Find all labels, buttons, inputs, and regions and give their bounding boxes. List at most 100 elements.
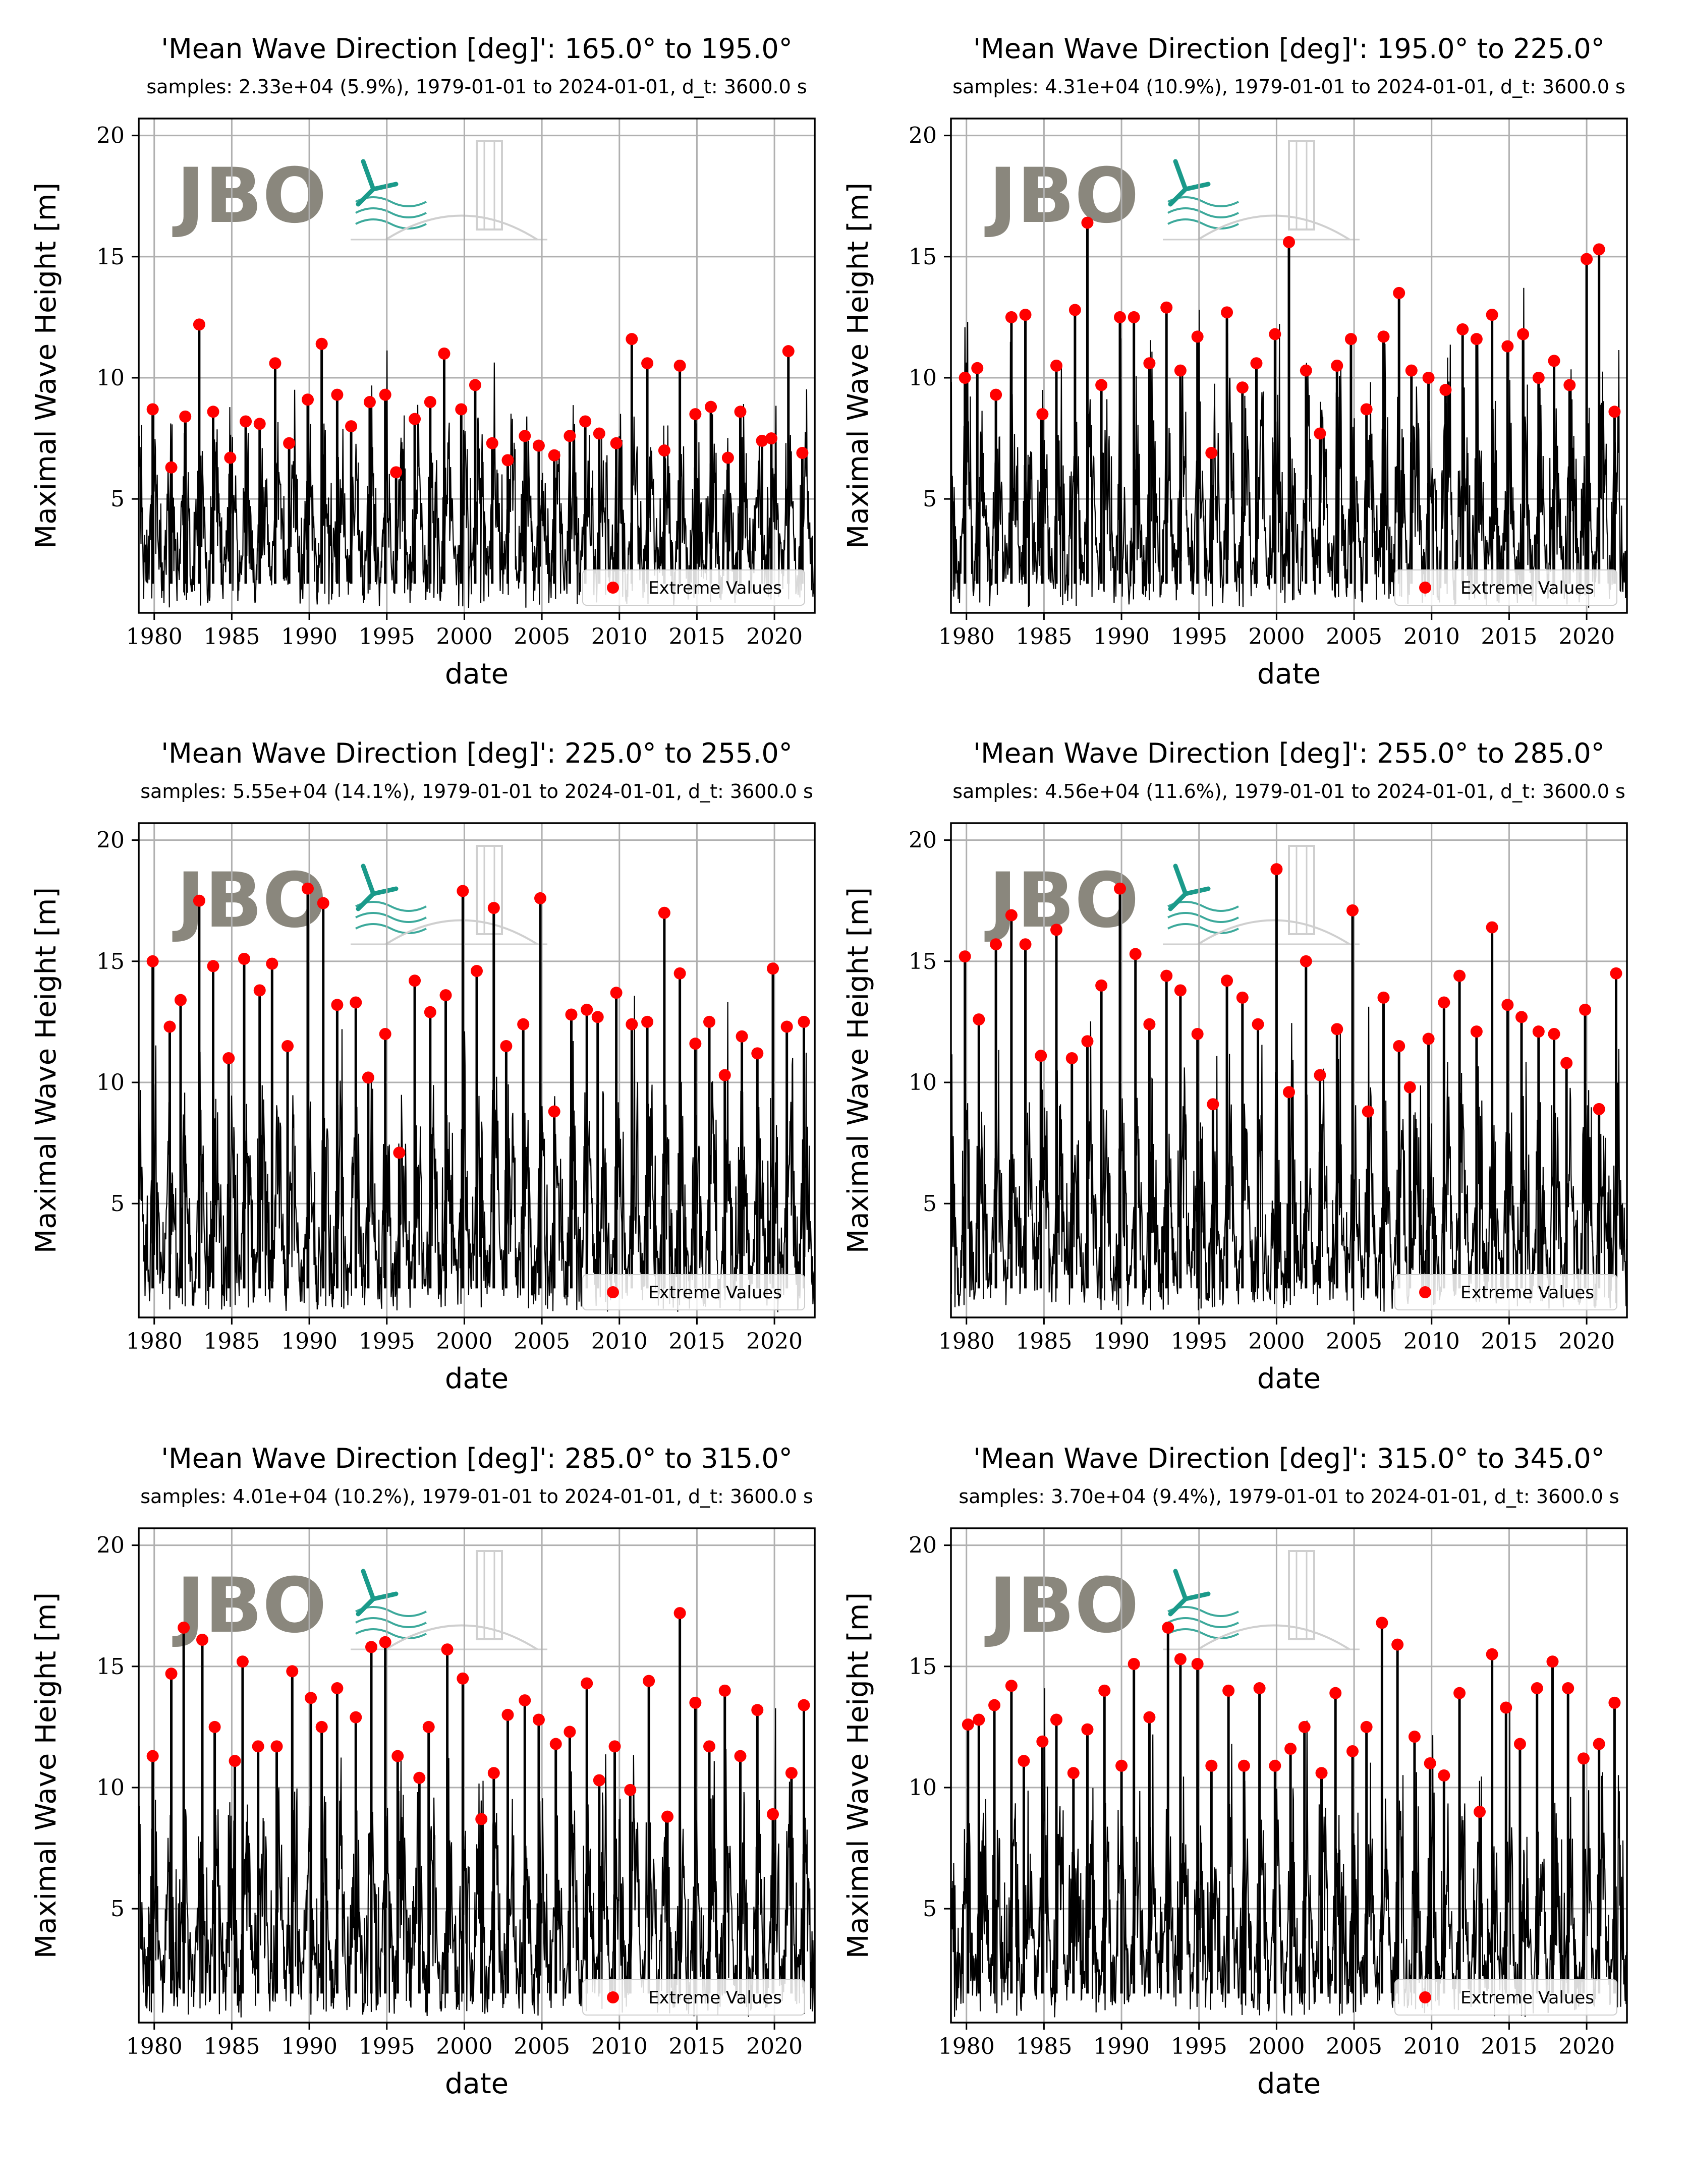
extreme-value-point xyxy=(424,1006,436,1018)
extreme-value-point xyxy=(1546,1655,1559,1668)
extreme-value-point xyxy=(1517,328,1530,340)
extreme-value-point xyxy=(785,1767,798,1779)
extreme-value-point xyxy=(641,1015,654,1028)
bridge-icon xyxy=(1197,919,1351,945)
x-axis-label: date xyxy=(445,658,509,691)
extreme-value-point xyxy=(1191,1027,1204,1040)
extreme-value-point xyxy=(1067,1767,1080,1779)
chart-title: 'Mean Wave Direction [deg]': 255.0° to 2… xyxy=(973,737,1604,769)
chart-title: 'Mean Wave Direction [deg]': 225.0° to 2… xyxy=(161,737,792,769)
extreme-value-point xyxy=(661,1810,674,1823)
bridge-icon xyxy=(385,1624,538,1650)
y-tick-label: 10 xyxy=(96,365,125,391)
legend-marker xyxy=(1419,582,1431,594)
extreme-value-point xyxy=(1376,1617,1388,1629)
y-tick-label: 10 xyxy=(909,1070,937,1096)
x-tick-label: 2015 xyxy=(1481,624,1537,650)
extreme-value-point xyxy=(1403,1081,1416,1094)
extreme-value-point xyxy=(765,432,777,445)
extreme-value-point xyxy=(1018,1755,1030,1767)
x-tick-label: 1980 xyxy=(938,1329,995,1354)
extreme-value-point xyxy=(222,1052,235,1064)
extreme-value-point xyxy=(1424,1757,1436,1769)
jbo-logo: JBO xyxy=(984,1550,1360,1650)
extreme-value-point xyxy=(532,439,545,452)
x-tick-label: 1990 xyxy=(281,1329,337,1354)
extreme-value-point xyxy=(548,1105,560,1118)
y-tick-label: 20 xyxy=(96,1533,125,1559)
chart-title: 'Mean Wave Direction [deg]': 315.0° to 3… xyxy=(973,1443,1604,1474)
x-tick-label: 2020 xyxy=(1558,624,1615,650)
x-tick-label: 2020 xyxy=(746,1329,803,1354)
jbo-logo: JBO xyxy=(984,845,1360,945)
extreme-value-point xyxy=(208,1720,221,1733)
x-tick-label: 1980 xyxy=(938,2034,995,2059)
extreme-value-point xyxy=(379,1027,391,1040)
wave-height-series xyxy=(139,1708,815,2018)
x-tick-label: 2000 xyxy=(436,624,492,650)
extreme-value-point xyxy=(990,388,1002,401)
extreme-value-point xyxy=(548,449,560,462)
extreme-value-point xyxy=(1081,1723,1094,1736)
jbo-logo: JBO xyxy=(984,140,1360,241)
y-axis-label: Maximal Wave Height [m] xyxy=(842,183,875,549)
x-axis-label: date xyxy=(445,2067,509,2100)
extreme-value-point xyxy=(1314,1069,1326,1081)
y-tick-label: 10 xyxy=(96,1070,125,1096)
x-tick-label: 1990 xyxy=(281,624,337,650)
extreme-value-point xyxy=(971,362,984,374)
wind-turbine-icon xyxy=(356,159,399,207)
y-axis-label: Maximal Wave Height [m] xyxy=(30,887,63,1253)
extreme-value-point xyxy=(269,357,282,370)
x-tick-label: 2020 xyxy=(1558,1329,1615,1354)
extreme-value-point xyxy=(501,1708,514,1721)
y-tick-label: 10 xyxy=(96,1775,125,1801)
chart-panel-2: 'Mean Wave Direction [deg]': 195.0° to 2… xyxy=(842,33,1628,691)
extreme-value-point xyxy=(1377,330,1390,343)
extreme-value-point xyxy=(469,379,481,391)
wave-height-series xyxy=(951,1688,1627,2018)
extreme-value-point xyxy=(1329,1687,1342,1699)
extreme-value-point xyxy=(317,897,329,909)
extreme-value-point xyxy=(331,1682,344,1695)
extreme-value-point xyxy=(959,372,971,384)
chart-subtitle: samples: 2.33e+04 (5.9%), 1979-01-01 to … xyxy=(146,76,807,98)
x-tick-label: 2010 xyxy=(1403,624,1460,650)
y-axis-label: Maximal Wave Height [m] xyxy=(842,1592,875,1959)
x-axis-label: date xyxy=(1257,1362,1321,1395)
x-tick-label: 2010 xyxy=(591,624,648,650)
extreme-value-point xyxy=(1560,1057,1573,1069)
y-tick-label: 15 xyxy=(96,949,125,974)
extreme-value-point xyxy=(718,1684,731,1697)
extreme-value-point xyxy=(1252,1018,1264,1030)
extreme-value-point xyxy=(193,318,205,331)
extreme-value-point xyxy=(475,1813,488,1825)
extreme-value-point xyxy=(782,345,795,358)
extreme-value-point xyxy=(315,1720,328,1733)
extreme-value-point xyxy=(1608,1696,1621,1709)
plot-frame xyxy=(138,822,816,1318)
extreme-value-point xyxy=(1391,1638,1404,1651)
extreme-value-point xyxy=(734,1750,747,1762)
extreme-value-point xyxy=(1129,948,1142,960)
extreme-value-point xyxy=(1515,1011,1528,1023)
extreme-value-point xyxy=(610,987,623,999)
extreme-value-point xyxy=(179,410,192,423)
legend-marker xyxy=(1419,1286,1431,1298)
extreme-value-point xyxy=(1205,1759,1218,1772)
extreme-value-point xyxy=(500,1040,513,1052)
extreme-value-point xyxy=(767,962,779,975)
legend: Extreme Values xyxy=(582,569,805,606)
extreme-value-point xyxy=(736,1030,748,1043)
extreme-value-point xyxy=(564,430,576,442)
x-tick-label: 1995 xyxy=(359,1329,415,1354)
extreme-value-point xyxy=(1513,1738,1526,1750)
x-tick-label: 1995 xyxy=(359,624,415,650)
extreme-value-point xyxy=(626,1018,638,1030)
extreme-value-point xyxy=(517,1018,530,1030)
x-tick-label: 2000 xyxy=(436,1329,492,1354)
legend-box xyxy=(582,1979,805,2016)
extreme-value-point xyxy=(146,403,159,416)
extreme-value-point xyxy=(1438,1769,1450,1781)
extreme-value-point xyxy=(457,885,469,897)
